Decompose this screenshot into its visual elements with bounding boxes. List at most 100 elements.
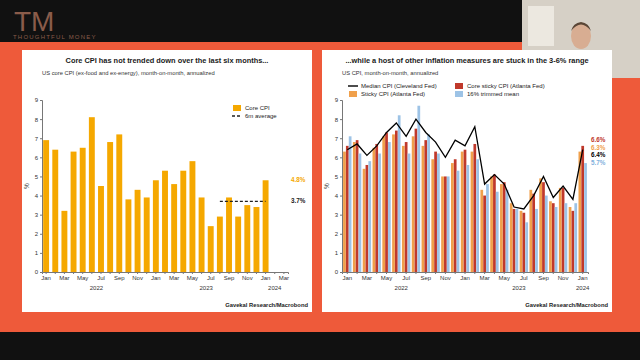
x-tick: Sep: [114, 272, 125, 281]
x-tick: [415, 272, 416, 274]
y-tick-label: 9: [35, 97, 39, 103]
bar: [171, 184, 177, 272]
bar: [529, 190, 532, 272]
bar: [412, 136, 415, 272]
x-tick-label: Jan: [578, 275, 588, 281]
bar: [89, 117, 95, 272]
bar: [359, 154, 362, 272]
x-tick: [553, 272, 554, 274]
bar: [473, 144, 476, 272]
x-tick: Mar: [279, 272, 289, 281]
bar: [572, 211, 575, 272]
x-tick-label: Mar: [362, 275, 372, 281]
x-tick-mark: [119, 272, 120, 274]
x-tick-mark: [386, 272, 387, 274]
x-tick-label: May: [499, 275, 510, 281]
bar: [80, 148, 86, 272]
bar: [415, 129, 418, 272]
logo-monogram: TM: [14, 6, 54, 37]
bar: [162, 171, 168, 272]
bar: [382, 136, 385, 272]
x-tick-mark: [406, 272, 407, 274]
source: Gavekal Research/Macrobond: [525, 302, 608, 308]
bar: [71, 152, 77, 272]
x-tick: Sep: [420, 272, 431, 281]
x-group-label: 2024: [576, 285, 590, 291]
x-tick-label: Nov: [558, 275, 569, 281]
bar: [153, 180, 159, 272]
x-tick-mark: [91, 272, 92, 274]
bar: [476, 159, 479, 272]
y-tick: 2: [335, 231, 342, 237]
bar: [125, 199, 131, 272]
legend-swatch: [455, 91, 463, 97]
subtitle: US core CPI (ex-food and ex-energy), mon…: [42, 70, 215, 76]
x-tick-label: Jul: [520, 275, 528, 281]
x-tick-label: Jul: [402, 275, 410, 281]
x-tick-mark: [73, 272, 74, 274]
bar: [405, 142, 408, 272]
y-tick-mark: [340, 119, 342, 120]
bar: [349, 136, 352, 272]
bar: [503, 182, 506, 272]
subtitle: US CPI, month-on-month, annualized: [342, 70, 438, 76]
x-tick: [396, 272, 397, 274]
x-tick-mark: [425, 272, 426, 274]
webcam-person-head: [571, 23, 591, 49]
x-tick-mark: [533, 272, 534, 274]
x-tick-label: Nov: [242, 275, 253, 281]
y-tick-label: 1: [35, 250, 39, 256]
bar: [373, 148, 376, 272]
x-tick: [474, 272, 475, 274]
x-tick: Jul: [520, 272, 528, 281]
source: Gavekal Research/Macrobond: [225, 302, 308, 308]
x-tick-label: Jan: [460, 275, 470, 281]
bar: [199, 197, 205, 272]
bar: [263, 180, 269, 272]
legend: Core CPI6m average: [232, 105, 277, 119]
x-tick-mark: [396, 272, 397, 274]
x-tick-mark: [553, 272, 554, 274]
bar: [510, 203, 513, 272]
x-tick-mark: [238, 272, 239, 274]
y-tick-mark: [340, 176, 342, 177]
bar: [513, 209, 516, 272]
y-tick-mark: [340, 215, 342, 216]
y-tick-mark: [40, 215, 42, 216]
y-tick-label: 8: [335, 117, 339, 123]
x-tick: [572, 272, 573, 274]
x-tick: Mar: [362, 272, 372, 281]
x-tick: May: [381, 272, 392, 281]
bar: [61, 211, 67, 272]
bar: [483, 196, 486, 272]
bar: [549, 201, 552, 272]
chart: Core CPI has not trended down over the l…: [22, 50, 312, 312]
x-tick: Jul: [97, 272, 105, 281]
x-tick: Mar: [169, 272, 179, 281]
x-tick-mark: [523, 272, 524, 274]
bar: [385, 132, 388, 272]
bar: [506, 190, 509, 272]
y-tick-mark: [40, 100, 42, 101]
bar: [116, 134, 122, 272]
y-tick-label: 9: [335, 97, 339, 103]
x-axis-line: [343, 273, 589, 275]
y-tick-mark: [40, 138, 42, 139]
bar: [189, 161, 195, 272]
x-tick-mark: [265, 272, 266, 274]
y-tick-mark: [40, 176, 42, 177]
y-axis-line: [340, 101, 343, 273]
x-tick-label: Sep: [420, 275, 431, 281]
x-tick: [455, 272, 456, 274]
legend-swatch: [232, 115, 242, 116]
bar: [454, 159, 457, 272]
x-tick: [238, 272, 239, 274]
y-tick-mark: [40, 157, 42, 158]
x-tick: [256, 272, 257, 274]
line: [220, 201, 266, 202]
x-tick: Jan: [41, 272, 51, 281]
bar: [486, 184, 489, 272]
x-tick-mark: [82, 272, 83, 274]
x-tick: [201, 272, 202, 274]
y-tick: 3: [35, 212, 42, 218]
